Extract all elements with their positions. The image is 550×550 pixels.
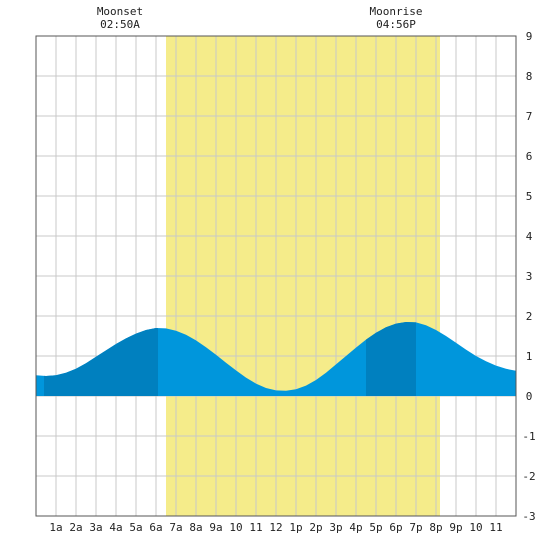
plot-frame-layer	[35, 35, 517, 517]
y-tick-label: 6	[526, 150, 533, 163]
y-tick-label: -1	[522, 430, 535, 443]
x-tick-label: 3a	[89, 521, 102, 534]
y-tick-label: 9	[526, 30, 533, 43]
x-tick-label: 1a	[49, 521, 62, 534]
y-tick-label: 0	[526, 390, 533, 403]
x-tick-label: 12	[269, 521, 282, 534]
y-tick-label: 2	[526, 310, 533, 323]
x-tick-label: 2a	[69, 521, 82, 534]
y-tick-label: 7	[526, 110, 533, 123]
x-tick-label: 6a	[149, 521, 162, 534]
x-tick-label: 10	[469, 521, 482, 534]
x-tick-label: 9a	[209, 521, 222, 534]
tide-area-dark-evening	[366, 322, 416, 396]
y-tick-label: 4	[526, 230, 533, 243]
y-tick-labels: -3 -2 -1 0 1 2 3 4 5 6 7 8 9	[522, 30, 535, 523]
x-tick-label: 7a	[169, 521, 182, 534]
x-tick-label: 4p	[349, 521, 362, 534]
tide-area-dark-morning	[44, 328, 158, 396]
x-tick-label: 8a	[189, 521, 202, 534]
x-tick-label: 1p	[289, 521, 302, 534]
x-tick-label: 10	[229, 521, 242, 534]
x-tick-label: 11	[249, 521, 262, 534]
y-tick-label: 3	[526, 270, 533, 283]
y-tick-label: 5	[526, 190, 533, 203]
x-tick-label: 7p	[409, 521, 422, 534]
x-tick-label: 5p	[369, 521, 382, 534]
x-tick-label: 9p	[449, 521, 462, 534]
y-tick-label: 8	[526, 70, 533, 83]
y-tick-label: -2	[522, 470, 535, 483]
moon-event-label: Moonset	[97, 5, 143, 18]
x-tick-label: 6p	[389, 521, 402, 534]
x-tick-label: 5a	[129, 521, 142, 534]
x-tick-label: 11	[489, 521, 502, 534]
moon-event-label: Moonrise	[370, 5, 423, 18]
x-tick-label: 2p	[309, 521, 322, 534]
x-tick-label: 3p	[329, 521, 342, 534]
plot-frame	[35, 35, 517, 517]
grid-layer	[36, 35, 516, 517]
x-tick-label: 8p	[429, 521, 442, 534]
y-tick-label: 1	[526, 350, 533, 363]
tide-area-layer	[36, 322, 516, 396]
moon-event-time: 02:50A	[100, 18, 140, 31]
y-tick-label: -3	[522, 510, 535, 523]
moon-event-time: 04:56P	[376, 18, 416, 31]
x-tick-labels: 1a 2a 3a 4a 5a 6a 7a 8a 9a 10 11 12 1p 2p 3p 4p 5p 6p 7p 8p…	[49, 521, 502, 534]
x-tick-label: 4a	[109, 521, 122, 534]
